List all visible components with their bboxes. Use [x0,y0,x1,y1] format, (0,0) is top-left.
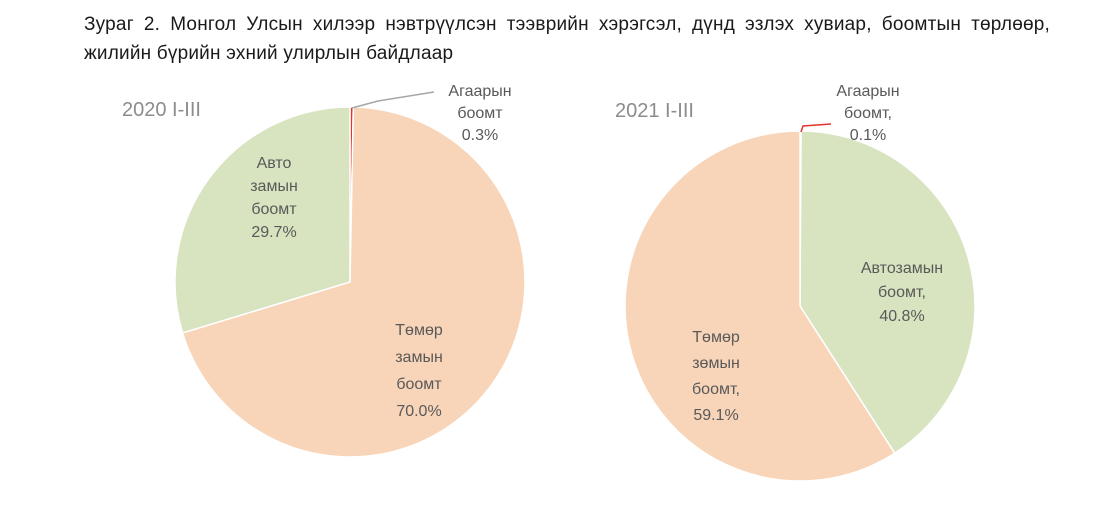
chart-2-label-line: боомт, [692,381,740,398]
chart-1-label-line: Авто [257,155,292,172]
chart-2-label-line: Агаарын [836,83,899,100]
chart-1-label-line: 29.7% [251,224,296,241]
chart-1-label-төмөр-замын-боомт: Төмөр замын боомт 70.0% [395,322,443,420]
chart-2-label-автозамын-боомт: Автозамын боомт, 40.8% [861,260,943,325]
chart-1-title: 2020 I-III [122,99,201,121]
chart-2-label-line: 0.1% [850,127,886,144]
chart-2-slice-төмөр-зөмын-боомт [624,130,896,482]
chart-1-leader-агаарын-боомт [351,91,435,109]
chart-2-title: 2021 I-III [615,100,694,122]
chart-2-label-line: боомт, [844,105,892,122]
figure-title: Зураг 2. Монгол Улсын хилээр нэвтрүүлсэн… [84,14,1050,64]
chart-1-label-line: 0.3% [462,127,498,144]
chart-1-label-line: Агаарын [448,83,511,100]
chart-2-label-line: боомт, [878,284,926,301]
chart-1-label-line: замын [250,178,298,195]
chart-2-label-төмөр-зөмын-боомт: Төмөр зөмын боомт, 59.1% [692,329,740,424]
chart-2-label-line: Автозамын [861,260,943,277]
chart-1-label-line: боомт [457,105,503,122]
chart-1-label-line: замын [395,349,443,366]
chart-1-label-авто-замын-боомт: Авто замын боомт 29.7% [250,155,298,241]
chart-1-label-line: боомт [251,201,297,218]
chart-2-label-line: 40.8% [879,308,924,325]
chart-2-label-line: зөмын [692,355,740,372]
chart-2-label-агаарын-боомт: Агаарын боомт, 0.1% [836,83,899,144]
chart-2-label-line: 59.1% [693,407,738,424]
chart-1-label-line: боомт [396,376,442,393]
chart-1-label-агаарын-боомт: Агаарын боомт 0.3% [448,83,511,144]
chart-1-slice-авто-замын-боомт [174,106,351,334]
chart-1-slice-төмөр-замын-боомт [181,106,526,458]
chart-2-leader-агаарын-боомт [800,123,832,133]
chart-1-label-line: 70.0% [396,403,441,420]
chart-2-label-line: Төмөр [692,329,740,346]
chart-1-label-line: Төмөр [395,322,443,339]
